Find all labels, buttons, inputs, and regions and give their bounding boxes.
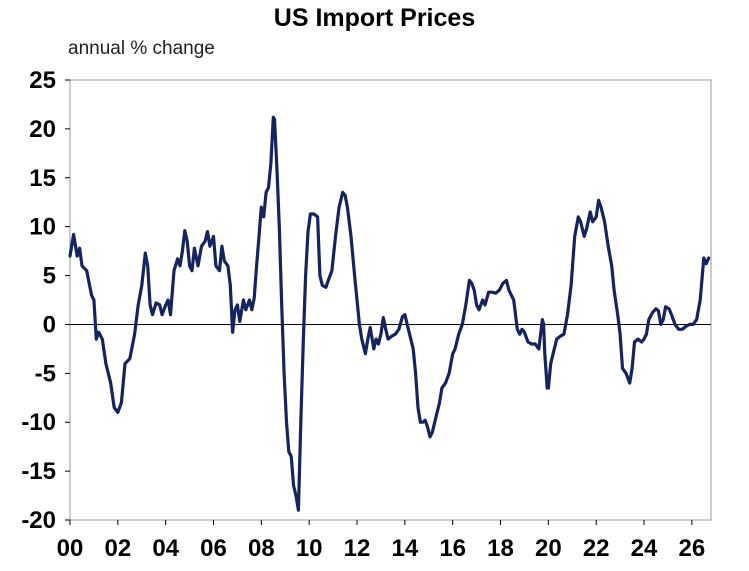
- x-tick-label: 02: [104, 535, 131, 562]
- chart-title: US Import Prices: [273, 4, 476, 32]
- y-axis-ticks: 25 20 15 10 5 0 -5 -10 -15 -20: [21, 67, 70, 534]
- y-tick-label: -20: [21, 507, 56, 534]
- x-tick-label: 06: [200, 535, 227, 562]
- x-tick-label: 04: [152, 535, 179, 562]
- y-tick-label: 15: [29, 165, 56, 192]
- y-tick-label: -5: [35, 360, 56, 387]
- x-tick-label: 18: [487, 535, 514, 562]
- x-tick-label: 00: [57, 535, 84, 562]
- series-line: [68, 115, 711, 512]
- x-axis-ticks: 00 02 04 06 08 10 12 14 16 18 20 22 24 26: [57, 520, 706, 562]
- plot-area-border: [69, 79, 712, 521]
- y-tick-label: 5: [43, 263, 56, 290]
- x-tick-label: 22: [583, 535, 610, 562]
- x-tick-label: 16: [439, 535, 466, 562]
- y-tick-label: 0: [43, 311, 56, 338]
- series-group: [68, 115, 711, 512]
- y-axis-label: annual % change: [68, 38, 215, 59]
- y-tick-label: 25: [29, 67, 56, 94]
- y-tick-label: -15: [21, 458, 56, 485]
- y-tick-label: 20: [29, 116, 56, 143]
- x-tick-label: 10: [296, 535, 323, 562]
- x-tick-label: 08: [248, 535, 275, 562]
- x-tick-label: 24: [631, 535, 658, 562]
- y-tick-label: -10: [21, 409, 56, 436]
- x-tick-label: 12: [344, 535, 371, 562]
- x-tick-label: 20: [535, 535, 562, 562]
- y-tick-label: 10: [29, 214, 56, 241]
- x-tick-label: 14: [391, 535, 418, 562]
- x-tick-label: 26: [679, 535, 706, 562]
